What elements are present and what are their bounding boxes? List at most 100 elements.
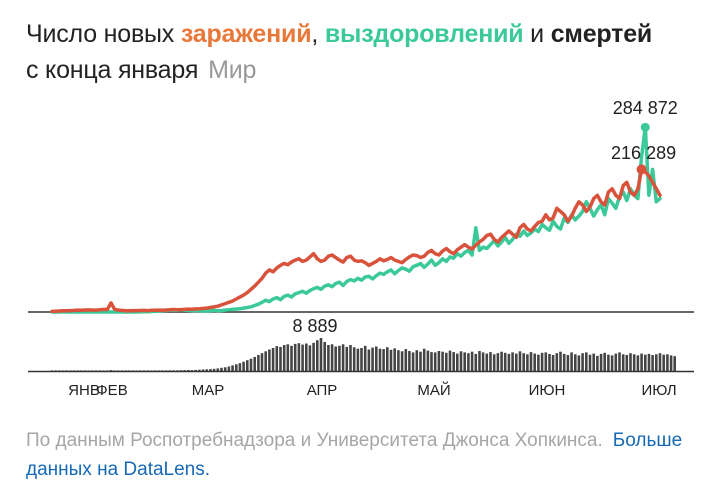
deaths-bar [290, 345, 293, 371]
deaths-bar [452, 352, 455, 371]
deaths-bar [190, 370, 194, 371]
deaths-bar [503, 352, 507, 371]
deaths-bar [551, 355, 555, 371]
deaths-bar [183, 370, 186, 371]
deaths-bar [596, 355, 599, 371]
datalens-link[interactable]: Больше данных на DataLens. [26, 430, 683, 480]
deaths-bar [120, 370, 124, 371]
title-period: с конца января [26, 56, 199, 84]
title-recoveries: выздоровлений [324, 20, 524, 48]
deaths-bar [393, 348, 396, 371]
deaths-bar [467, 353, 470, 371]
deaths-bar [72, 370, 76, 371]
deaths-bar [562, 353, 566, 371]
deaths-bar [212, 368, 216, 371]
title-region: Мир [208, 56, 257, 84]
deaths-bar [404, 349, 408, 371]
deaths-bar [632, 354, 636, 371]
x-tick-label: ИЮЛ [641, 382, 676, 399]
deaths-bar [618, 352, 621, 371]
deaths-bar [655, 354, 658, 371]
deaths-bar [644, 354, 647, 371]
deaths-bar [378, 348, 382, 371]
title-separator-1: , [311, 20, 325, 48]
title-line-1: Число новых заражений, выздоровлений и с… [26, 16, 652, 52]
series-layer [28, 125, 694, 314]
deaths-bar [500, 351, 503, 371]
deaths-bar [257, 355, 260, 371]
deaths-bar [636, 355, 640, 371]
deaths-bar [559, 351, 562, 371]
deaths-bar [205, 369, 209, 371]
deaths-bar [58, 370, 61, 371]
x-tick-label: ИЮН [529, 382, 566, 399]
title-prefix: Число новых [26, 20, 181, 48]
deaths-bar [496, 353, 500, 371]
source-note: По данным Роспотребнадзора и Университет… [26, 426, 706, 484]
deaths-bar [223, 367, 227, 371]
deaths-bar [246, 360, 249, 371]
deaths-bar [260, 353, 264, 371]
deaths-bar [194, 369, 197, 371]
deaths-bar [585, 352, 588, 371]
deaths-bar [430, 352, 433, 371]
deaths-bar [411, 352, 415, 371]
deaths-bar [570, 352, 573, 371]
deaths-bar [308, 345, 312, 371]
deaths-bar [673, 356, 676, 371]
infections-peak-label: 216 289 [611, 143, 676, 163]
deaths-bar [470, 351, 474, 371]
deaths-bar [382, 349, 385, 371]
deaths-bar [603, 352, 606, 371]
deaths-peak-label: 8 889 [292, 316, 337, 336]
deaths-bar [529, 352, 533, 371]
deaths-bar [489, 352, 492, 371]
deaths-bar [94, 370, 98, 371]
deaths-bar [83, 370, 87, 371]
deaths-bar [367, 349, 371, 371]
deaths-bar [548, 353, 551, 371]
deaths-bar [102, 370, 105, 371]
deaths-bar [629, 353, 632, 371]
deaths-bar [625, 355, 629, 371]
deaths-bar [109, 370, 113, 371]
deaths-bar [279, 346, 282, 371]
deaths-bar [544, 352, 548, 371]
recoveries-peak-marker [640, 122, 650, 132]
x-tick-label: АПР [307, 382, 338, 399]
deaths-bar [139, 370, 142, 371]
deaths-bar [124, 370, 127, 371]
deaths-bar [515, 353, 518, 371]
deaths-bar [356, 348, 360, 371]
deaths-bar [65, 370, 68, 371]
deaths-bar [286, 344, 290, 371]
deaths-bar [316, 340, 319, 371]
deaths-bar [581, 353, 584, 371]
deaths-bar [445, 352, 448, 371]
deaths-bar [441, 351, 444, 371]
deaths-bar [666, 354, 669, 371]
deaths-bar [146, 370, 150, 371]
deaths-bar [164, 370, 168, 371]
deaths-bar [172, 370, 175, 371]
deaths-bar [363, 345, 367, 371]
deaths-bar [282, 345, 286, 371]
deaths-bar [264, 351, 267, 371]
deaths-bar [658, 353, 662, 371]
deaths-bar [422, 348, 426, 371]
deaths-bar [419, 351, 422, 371]
deaths-bar [566, 355, 570, 371]
deaths-bar [61, 370, 65, 371]
deaths-bar [131, 370, 135, 371]
deaths-bar [555, 353, 559, 371]
deaths-bar [227, 366, 231, 371]
deaths-bar [330, 344, 334, 371]
deaths-bar [511, 352, 514, 371]
deaths-bar [168, 370, 172, 371]
deaths-bar [297, 343, 301, 371]
deaths-bar [522, 353, 525, 371]
deaths-bar [161, 370, 164, 371]
title-separator-2: и [523, 20, 551, 48]
deaths-bar [360, 348, 363, 371]
